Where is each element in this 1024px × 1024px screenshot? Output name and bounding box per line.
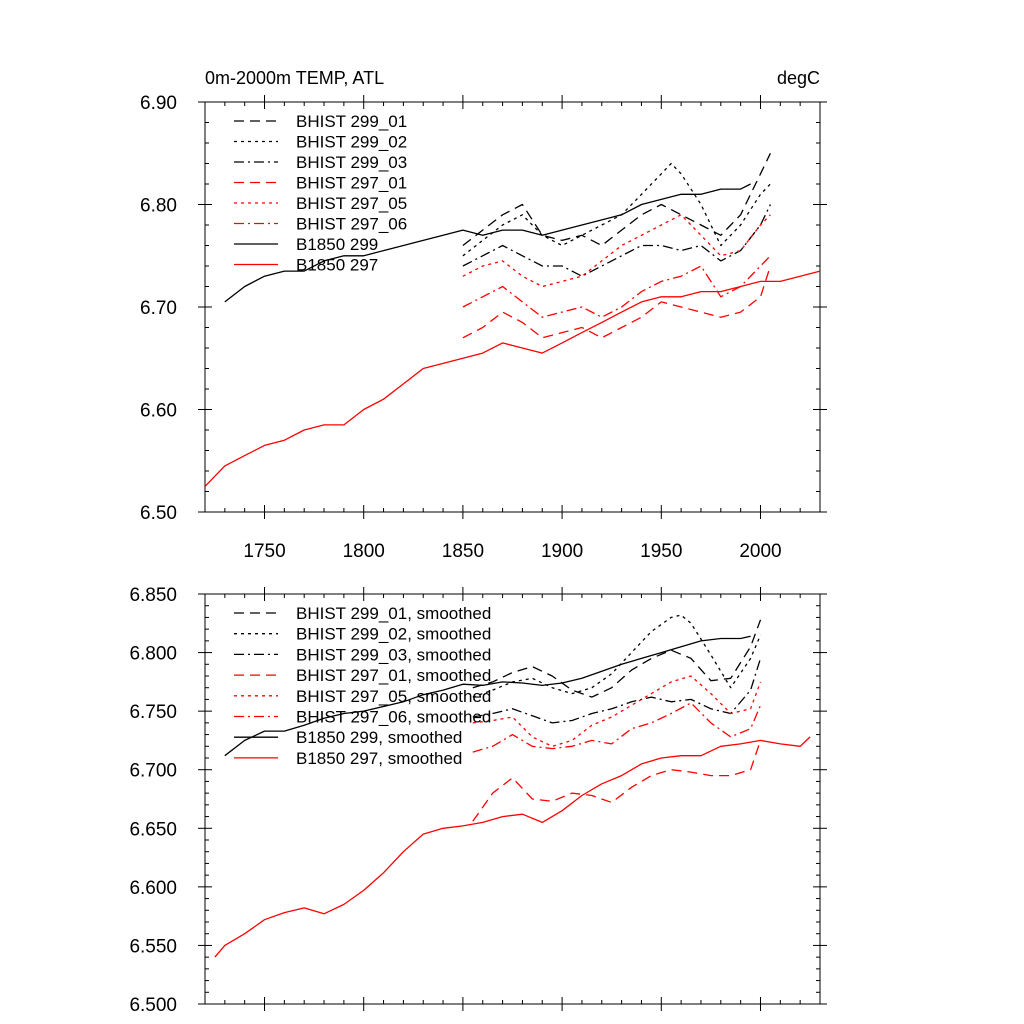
- x-tick-label: 1800: [343, 541, 385, 562]
- series-line: [472, 658, 762, 724]
- top-panel-units: degC: [777, 68, 820, 88]
- series-line: [224, 635, 751, 757]
- legend-label: BHIST 299_03: [296, 153, 407, 172]
- y-tick-label: 6.60: [140, 401, 177, 422]
- bottom-panel: 6.500 6.550 6.600 6.650 6.700 6.750 6.800 6.850…: [129, 585, 827, 1016]
- series-line: [472, 614, 762, 698]
- legend-label: BHIST 297_01: [296, 174, 407, 193]
- series-line: [224, 183, 751, 303]
- series-line: [462, 255, 771, 318]
- x-tick-label: 2000: [739, 541, 781, 562]
- y-tick-label: 6.90: [140, 93, 177, 114]
- x-tick-label: 1850: [442, 541, 484, 562]
- y-tick-label: 6.750: [129, 702, 177, 723]
- y-tick-label: 6.850: [129, 585, 177, 606]
- legend-label: BHIST 299_02, smoothed: [296, 625, 491, 644]
- y-tick-label: 6.50: [140, 503, 177, 524]
- top-panel: 0m-2000m TEMP, ATL degC 1750 1800 1850 1900…: [140, 68, 827, 562]
- series-line: [472, 675, 762, 747]
- series-line: [462, 162, 771, 257]
- series-line: [462, 153, 771, 247]
- y-tick-label: 6.650: [129, 819, 177, 840]
- legend-label: BHIST 297_06: [296, 215, 407, 234]
- y-tick-label: 6.600: [129, 878, 177, 899]
- plot-frame: [204, 593, 821, 1005]
- legend-label: BHIST 297_06, smoothed: [296, 708, 491, 727]
- legend-label: B1850 297: [296, 256, 378, 275]
- legend-label: BHIST 297_05: [296, 194, 407, 213]
- legend-label: BHIST 299_01, smoothed: [296, 604, 491, 623]
- legend-label: BHIST 299_02: [296, 133, 407, 152]
- series-line: [472, 702, 762, 753]
- x-tick-label: 1750: [243, 541, 285, 562]
- legend-label: BHIST 299_01: [296, 112, 407, 131]
- series-line: [472, 740, 762, 822]
- y-tick-label: 6.80: [140, 196, 177, 217]
- y-tick-label: 6.500: [129, 995, 177, 1016]
- legend-label: B1850 299, smoothed: [296, 728, 462, 747]
- top-panel-title: 0m-2000m TEMP, ATL: [205, 68, 384, 88]
- legend-label: BHIST 297_05, smoothed: [296, 687, 491, 706]
- y-tick-label: 6.800: [129, 644, 177, 665]
- series-line: [472, 619, 762, 698]
- legend-label: B1850 297, smoothed: [296, 749, 462, 768]
- y-tick-label: 6.70: [140, 298, 177, 319]
- x-tick-label: 1900: [541, 541, 583, 562]
- y-tick-label: 6.550: [129, 936, 177, 957]
- legend-label: BHIST 297_01, smoothed: [296, 666, 491, 685]
- series-line: [462, 214, 771, 288]
- series-line: [462, 265, 772, 339]
- legend-label: BHIST 299_03, smoothed: [296, 645, 491, 664]
- legend-label: B1850 299: [296, 235, 378, 254]
- series-line: [214, 736, 811, 958]
- series-line: [204, 270, 821, 487]
- x-tick-label: 1950: [640, 541, 682, 562]
- y-tick-label: 6.700: [129, 761, 177, 782]
